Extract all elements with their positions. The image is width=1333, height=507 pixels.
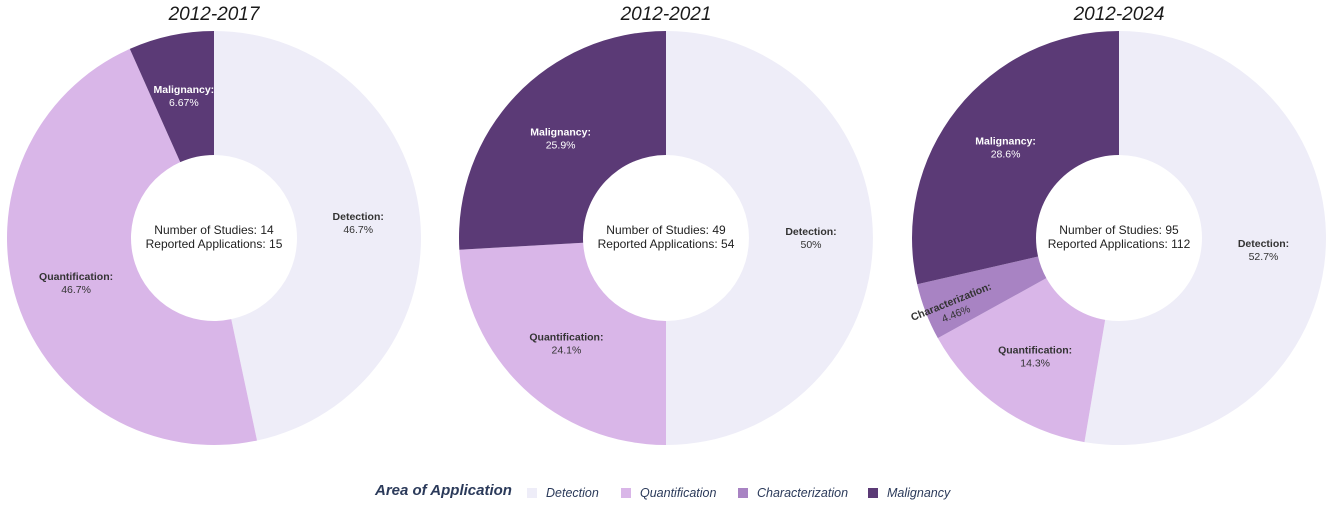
slice-percent: 46.7% [343, 224, 373, 236]
slice-quantification[interactable] [6, 48, 258, 446]
donut-chart-2012-2017: 2012-2017 Detection: 46.7% Quantification:… [0, 0, 434, 460]
donut-chart-2012-2021: 2012-2021 Detection: 50% Quantification: 24… [446, 0, 886, 460]
legend-swatch [738, 487, 748, 498]
slice-label-quantification: Quantification: 46.7% [39, 271, 113, 296]
center-line: Number of Studies: 49 [606, 223, 726, 237]
legend-label: Malignancy [887, 485, 951, 500]
donut-chart-2012-2024: 2012-2024 Detection: 52.7% Quantification:… [899, 0, 1333, 460]
legend-swatch [621, 487, 631, 498]
center-summary: Number of Studies: 95 Reported Applicatio… [1048, 223, 1191, 251]
legend: Area of Application Detection Quantifica… [0, 480, 1333, 504]
slice-name: Quantification: [998, 344, 1072, 356]
slice-name: Malignancy: [154, 84, 215, 96]
donut-svg: Detection: 46.7%Quantification: 46.7%Malig… [6, 31, 421, 446]
legend-item-quantification[interactable]: Quantification [621, 484, 716, 500]
slice-label-malignancy: Malignancy: 25.9% [530, 126, 591, 151]
slice-percent: 24.1% [552, 344, 582, 356]
slice-name: Quantification: [39, 271, 113, 283]
slice-name: Malignancy: [530, 126, 591, 138]
legend-swatch [868, 487, 878, 498]
slice-malignancy[interactable] [912, 31, 1119, 285]
center-summary: Number of Studies: 14 Reported Applicatio… [146, 223, 283, 251]
slice-percent: 6.67% [169, 97, 199, 109]
legend-swatch [527, 487, 537, 498]
slice-label-detection: Detection: 50% [785, 226, 836, 251]
slice-label-quantification: Quantification: 24.1% [529, 331, 603, 356]
slice-label-malignancy: Malignancy: 6.67% [154, 84, 215, 109]
slice-percent: 28.6% [991, 149, 1021, 161]
legend-title: Area of Application [375, 482, 512, 499]
center-line: Number of Studies: 14 [154, 223, 274, 237]
legend-label: Detection [546, 485, 599, 500]
center-line: Number of Studies: 95 [1059, 223, 1179, 237]
center-line: Reported Applications: 54 [598, 237, 735, 251]
donut-svg: Detection: 50% Quantification: 24.1% Maligna… [459, 31, 873, 445]
slice-name: Quantification: [529, 331, 603, 343]
slice-name: Detection: [785, 226, 836, 238]
slice-percent: 14.3% [1020, 357, 1050, 369]
legend-item-characterization[interactable]: Characterization [738, 484, 848, 500]
chart-title: 2012-2017 [168, 4, 260, 25]
slice-percent: 25.9% [546, 139, 576, 151]
slice-characterization[interactable] [917, 256, 1047, 339]
center-summary: Number of Studies: 49 Reported Applicatio… [598, 223, 735, 251]
slice-name: Detection: [1238, 238, 1289, 250]
slice-detection[interactable] [214, 31, 421, 441]
slice-percent: 46.7% [61, 284, 91, 296]
center-line: Reported Applications: 112 [1048, 237, 1191, 251]
slice-label-malignancy: Malignancy: 28.6% [975, 136, 1036, 161]
slice-malignancy[interactable] [129, 31, 214, 163]
slice-malignancy[interactable] [459, 31, 666, 250]
slice-label-quantification: Quantification: 14.3% [998, 344, 1072, 369]
slice-detection[interactable] [1084, 31, 1327, 446]
legend-label: Quantification [640, 485, 717, 500]
slice-name: Malignancy: [975, 136, 1036, 148]
legend-item-detection[interactable]: Detection [527, 484, 599, 500]
slice-quantification[interactable] [937, 278, 1106, 443]
legend-item-malignancy[interactable]: Malignancy [868, 484, 950, 500]
slice-label-detection: Detection: 52.7% [1238, 238, 1289, 263]
donut-svg: Detection: 52.7%Quantification: 14.3%Chara… [909, 31, 1327, 446]
slice-percent: 50% [800, 239, 821, 251]
slice-name: Detection: [333, 211, 384, 223]
slice-detection[interactable] [666, 31, 873, 445]
center-line: Reported Applications: 15 [146, 237, 283, 251]
chart-title: 2012-2024 [1073, 4, 1165, 25]
slice-percent: 52.7% [1249, 251, 1279, 263]
slice-quantification[interactable] [459, 242, 666, 445]
slice-label-detection: Detection: 46.7% [333, 211, 384, 236]
legend-label: Characterization [757, 485, 849, 500]
chart-title: 2012-2021 [620, 4, 712, 25]
